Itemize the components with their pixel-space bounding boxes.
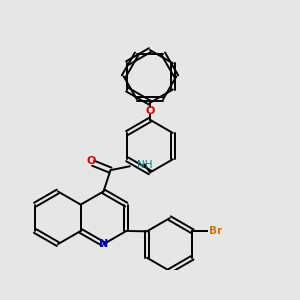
Text: N: N xyxy=(99,239,108,249)
Text: O: O xyxy=(145,106,155,116)
Text: Br: Br xyxy=(209,226,222,236)
Text: O: O xyxy=(86,156,96,166)
Text: NH: NH xyxy=(137,160,152,170)
